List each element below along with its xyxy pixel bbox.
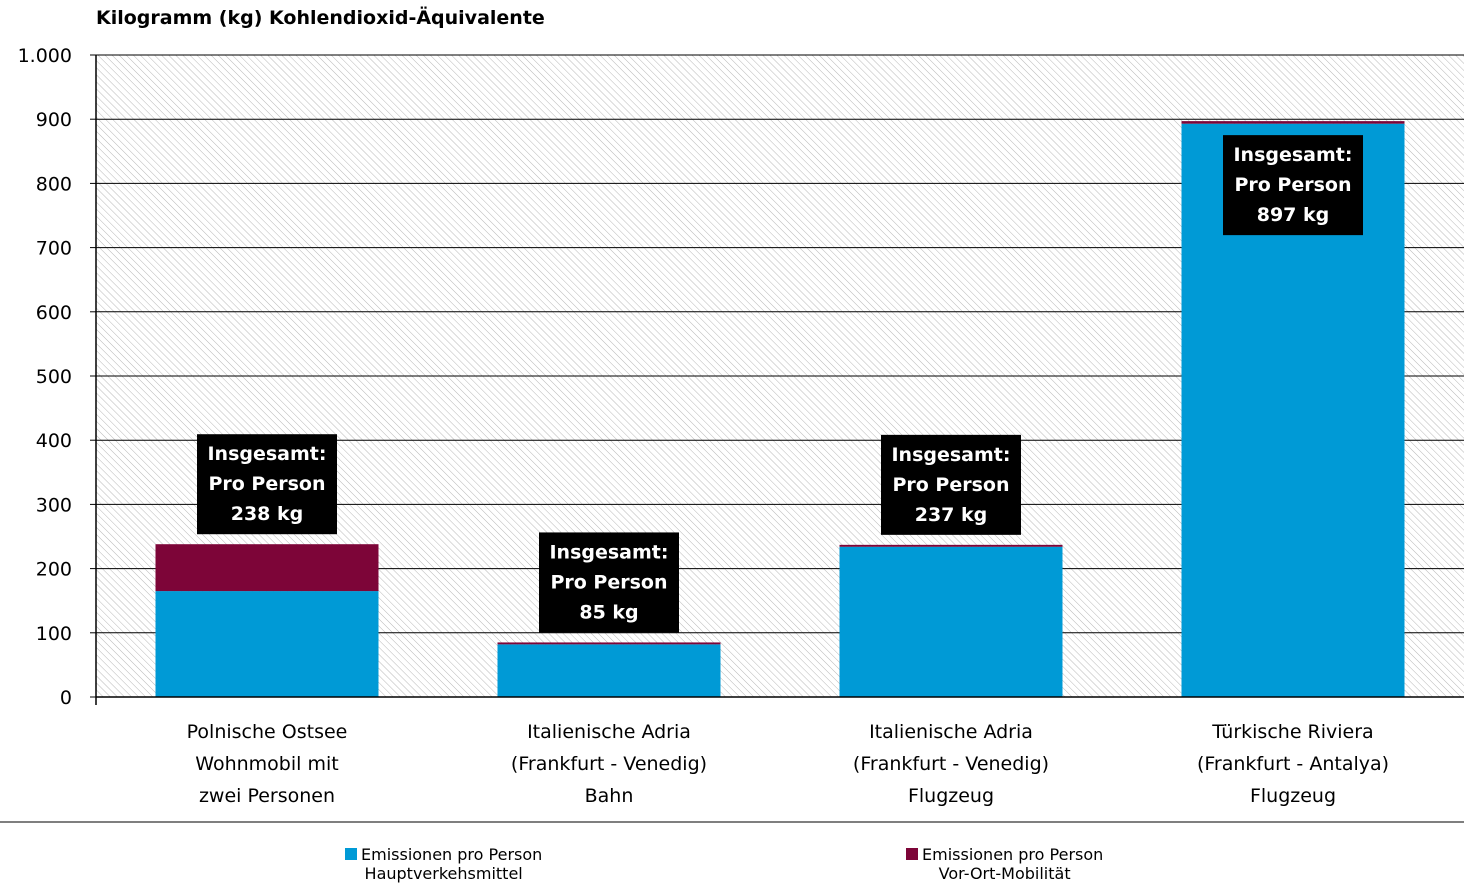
bar-segment	[497, 642, 721, 645]
y-tick-label: 200	[36, 559, 72, 581]
y-tick-label: 1.000	[18, 45, 72, 67]
y-tick-label: 100	[36, 623, 72, 645]
total-label-text: 85 kg	[579, 601, 638, 623]
legend-item-main-transport: Emissionen pro Person Hauptverkehsmittel	[345, 845, 542, 883]
y-tick-label: 800	[36, 173, 72, 195]
total-label-text: 897 kg	[1257, 204, 1330, 226]
legend-label-local-mobility-line2: Vor-Ort-Mobilität	[938, 864, 1071, 883]
x-tick-label: (Frankfurt - Venedig)	[511, 753, 707, 775]
x-tick-label: (Frankfurt - Antalya)	[1197, 753, 1389, 775]
total-label-box	[539, 532, 679, 633]
total-label-text: Pro Person	[550, 571, 667, 593]
y-axis-title: Kilogramm (kg) Kohlendioxid-Äquivalente	[96, 7, 545, 29]
total-label-text: 237 kg	[915, 504, 988, 526]
x-tick-label: Bahn	[585, 785, 634, 807]
legend-swatch-main-transport	[345, 848, 357, 860]
y-tick-label: 700	[36, 238, 72, 260]
legend-label-main-transport-line2: Hauptverkehsmittel	[364, 864, 523, 883]
legend-label-local-mobility-line1: Emissionen pro Person	[922, 845, 1104, 864]
bar-segment	[497, 644, 721, 697]
x-tick-label: Türkische Riviera	[1211, 721, 1373, 743]
x-tick-label: Wohnmobil mit	[195, 753, 338, 775]
total-label-text: Insgesamt:	[207, 443, 326, 465]
total-label-box	[197, 434, 337, 535]
x-tick-label: Polnische Ostsee	[187, 721, 348, 743]
y-tick-label: 400	[36, 430, 72, 452]
total-label-text: Insgesamt:	[549, 541, 668, 563]
total-label-text: Pro Person	[208, 473, 325, 495]
bar-segment	[155, 544, 379, 592]
x-tick-label: zwei Personen	[199, 785, 335, 807]
legend-label-main-transport-line1: Emissionen pro Person	[361, 845, 543, 864]
total-label-box	[881, 434, 1021, 535]
total-label-text: Insgesamt:	[891, 444, 1010, 466]
legend-item-local-mobility: Emissionen pro Person Vor-Ort-Mobilität	[906, 845, 1103, 883]
total-label-box	[1223, 135, 1363, 236]
x-tick-label: Flugzeug	[1250, 785, 1336, 807]
legend-swatch-local-mobility	[906, 848, 918, 860]
total-label-text: 238 kg	[231, 503, 304, 525]
x-tick-label: Italienische Adria	[869, 721, 1033, 743]
x-tick-label: Italienische Adria	[527, 721, 691, 743]
total-label-text: Pro Person	[1234, 174, 1351, 196]
bar-segment	[1181, 121, 1405, 124]
y-tick-label: 900	[36, 109, 72, 131]
bar-segment	[839, 544, 1063, 547]
y-tick-label: 300	[36, 494, 72, 516]
x-tick-label: Flugzeug	[908, 785, 994, 807]
y-tick-label: 0	[60, 687, 72, 709]
total-label-text: Pro Person	[892, 474, 1009, 496]
y-tick-label: 600	[36, 302, 72, 324]
y-tick-label: 500	[36, 366, 72, 388]
total-label-text: Insgesamt:	[1233, 144, 1352, 166]
bar-segment	[839, 546, 1063, 697]
x-tick-label: (Frankfurt - Venedig)	[853, 753, 1049, 775]
bar-segment	[155, 591, 379, 697]
